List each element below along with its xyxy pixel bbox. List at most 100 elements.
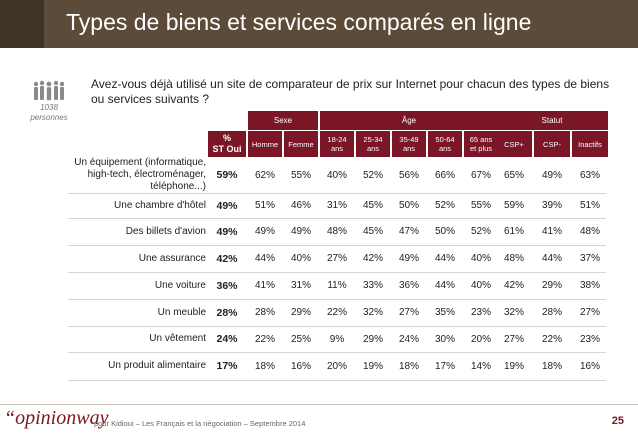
value-cell: 49% bbox=[541, 169, 562, 181]
value-cell: 27% bbox=[326, 253, 347, 264]
value-cell: 42% bbox=[503, 280, 524, 291]
value-cell: 65% bbox=[503, 169, 524, 181]
total-value-cell: 24% bbox=[216, 333, 238, 345]
column-header: Homme bbox=[248, 131, 282, 157]
value-cell: 37% bbox=[579, 253, 600, 264]
column-header: 18-24 ans bbox=[320, 131, 354, 157]
value-cell: 22% bbox=[541, 333, 562, 345]
value-cell: 44% bbox=[254, 253, 275, 264]
column-header: CSP- bbox=[534, 131, 570, 157]
value-cell: 32% bbox=[362, 307, 383, 318]
sample-size: 1038 personnes bbox=[22, 103, 76, 123]
value-cell: 17% bbox=[434, 360, 455, 372]
value-cell: 49% bbox=[290, 226, 311, 237]
value-cell: 35% bbox=[434, 307, 455, 318]
value-cell: 44% bbox=[541, 253, 562, 264]
row-label: Un produit alimentaire bbox=[108, 360, 206, 371]
value-cell: 32% bbox=[503, 307, 524, 318]
value-cell: 22% bbox=[254, 333, 275, 345]
value-cell: 49% bbox=[254, 226, 275, 237]
column-header: 50-64 ans bbox=[428, 131, 462, 157]
row-divider bbox=[68, 299, 606, 300]
value-cell: 27% bbox=[579, 307, 600, 318]
title-bar: Types de biens et services comparés en l… bbox=[0, 0, 638, 48]
row-label: Un vêtement bbox=[149, 333, 206, 344]
row-divider bbox=[68, 272, 606, 273]
page-number: 25 bbox=[611, 415, 624, 427]
group-header: Sexe bbox=[248, 111, 318, 130]
total-value-cell: 59% bbox=[216, 169, 238, 181]
sample-count: 1038 bbox=[40, 103, 58, 112]
value-cell: 66% bbox=[434, 169, 455, 181]
value-cell: 52% bbox=[362, 169, 383, 181]
value-cell: 24% bbox=[398, 333, 419, 345]
sample-unit: personnes bbox=[30, 113, 68, 122]
value-cell: 47% bbox=[398, 226, 419, 237]
column-header: 25-34 ans bbox=[356, 131, 390, 157]
value-cell: 50% bbox=[434, 226, 455, 237]
value-cell: 41% bbox=[541, 226, 562, 237]
value-cell: 46% bbox=[290, 200, 311, 211]
row-divider bbox=[68, 380, 606, 381]
value-cell: 19% bbox=[503, 360, 524, 372]
value-cell: 51% bbox=[579, 200, 600, 211]
value-cell: 11% bbox=[327, 280, 347, 291]
column-header: % ST Oui bbox=[208, 131, 246, 157]
footer-caption: pour Kidioui – Les Français et la négoci… bbox=[94, 419, 306, 428]
value-cell: 30% bbox=[434, 333, 455, 345]
value-cell: 38% bbox=[579, 280, 600, 291]
group-header: Statut bbox=[496, 111, 608, 130]
value-cell: 63% bbox=[579, 169, 600, 181]
column-header: 65 ans et plus bbox=[464, 131, 498, 157]
column-header: 35-49 ans bbox=[392, 131, 426, 157]
value-cell: 31% bbox=[326, 200, 347, 211]
total-value-cell: 36% bbox=[216, 279, 238, 292]
value-cell: 40% bbox=[326, 169, 347, 181]
value-cell: 20% bbox=[470, 333, 491, 345]
value-cell: 23% bbox=[470, 307, 491, 318]
value-cell: 18% bbox=[398, 360, 419, 372]
column-header: Femme bbox=[284, 131, 318, 157]
value-cell: 25% bbox=[290, 333, 311, 345]
value-cell: 19% bbox=[362, 360, 383, 372]
row-label: Une chambre d'hôtel bbox=[114, 199, 206, 211]
value-cell: 36% bbox=[398, 280, 419, 291]
value-cell: 56% bbox=[398, 169, 419, 181]
value-cell: 48% bbox=[503, 253, 524, 264]
row-divider bbox=[68, 245, 606, 246]
group-header: Âge bbox=[320, 111, 498, 130]
row-divider bbox=[68, 193, 606, 194]
value-cell: 51% bbox=[254, 200, 275, 211]
value-cell: 31% bbox=[290, 280, 311, 291]
value-cell: 49% bbox=[398, 253, 419, 264]
page-title: Types de biens et services comparés en l… bbox=[66, 9, 532, 35]
column-header: CSP+ bbox=[496, 131, 532, 157]
value-cell: 14% bbox=[470, 360, 491, 372]
value-cell: 39% bbox=[541, 200, 562, 211]
value-cell: 41% bbox=[254, 280, 275, 291]
value-cell: 50% bbox=[398, 200, 419, 211]
footer-divider bbox=[0, 404, 638, 405]
value-cell: 40% bbox=[470, 280, 491, 291]
value-cell: 16% bbox=[290, 360, 311, 372]
row-divider bbox=[68, 326, 606, 327]
row-label: Une assurance bbox=[138, 252, 206, 264]
value-cell: 45% bbox=[362, 200, 383, 211]
value-cell: 48% bbox=[326, 226, 347, 237]
value-cell: 29% bbox=[362, 333, 383, 345]
row-label: Des billets d'avion bbox=[125, 225, 206, 237]
value-cell: 40% bbox=[470, 253, 491, 264]
total-value-cell: 49% bbox=[216, 199, 238, 212]
value-cell: 27% bbox=[398, 307, 419, 318]
value-cell: 22% bbox=[326, 307, 347, 318]
value-cell: 33% bbox=[362, 280, 383, 291]
people-group-icon bbox=[33, 80, 65, 101]
row-divider bbox=[68, 352, 606, 353]
value-cell: 55% bbox=[290, 169, 311, 181]
opinionway-logo: “opinionway bbox=[4, 407, 109, 429]
value-cell: 52% bbox=[434, 200, 455, 211]
value-cell: 16% bbox=[579, 360, 600, 372]
total-value-cell: 49% bbox=[216, 225, 238, 238]
value-cell: 40% bbox=[290, 253, 311, 264]
value-cell: 18% bbox=[254, 360, 275, 372]
